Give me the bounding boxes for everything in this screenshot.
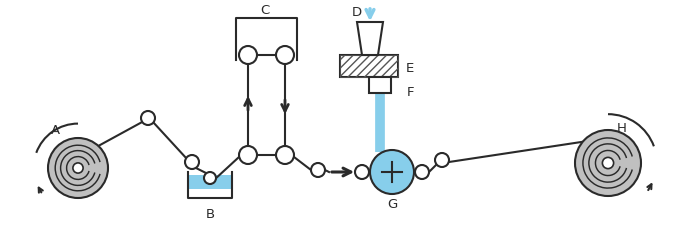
- Text: B: B: [205, 208, 215, 222]
- Circle shape: [355, 165, 369, 179]
- Circle shape: [141, 111, 155, 125]
- Bar: [340, 55, 398, 77]
- Text: A: A: [50, 123, 60, 136]
- Bar: [189, 175, 231, 189]
- Circle shape: [48, 138, 108, 198]
- Circle shape: [276, 146, 294, 164]
- Circle shape: [185, 155, 199, 169]
- Text: H: H: [617, 122, 627, 135]
- Circle shape: [415, 165, 429, 179]
- Circle shape: [239, 146, 257, 164]
- Text: G: G: [387, 198, 397, 211]
- Text: E: E: [406, 62, 414, 75]
- Circle shape: [73, 163, 83, 173]
- Bar: [340, 55, 398, 77]
- Text: D: D: [352, 5, 362, 18]
- Circle shape: [602, 157, 613, 169]
- Circle shape: [370, 150, 414, 194]
- Text: F: F: [406, 85, 413, 98]
- Circle shape: [239, 46, 257, 64]
- Circle shape: [435, 153, 449, 167]
- Circle shape: [276, 46, 294, 64]
- Circle shape: [311, 163, 325, 177]
- Bar: [369, 77, 391, 93]
- Polygon shape: [357, 22, 383, 55]
- Text: C: C: [260, 4, 270, 17]
- Circle shape: [204, 172, 216, 184]
- Circle shape: [575, 130, 641, 196]
